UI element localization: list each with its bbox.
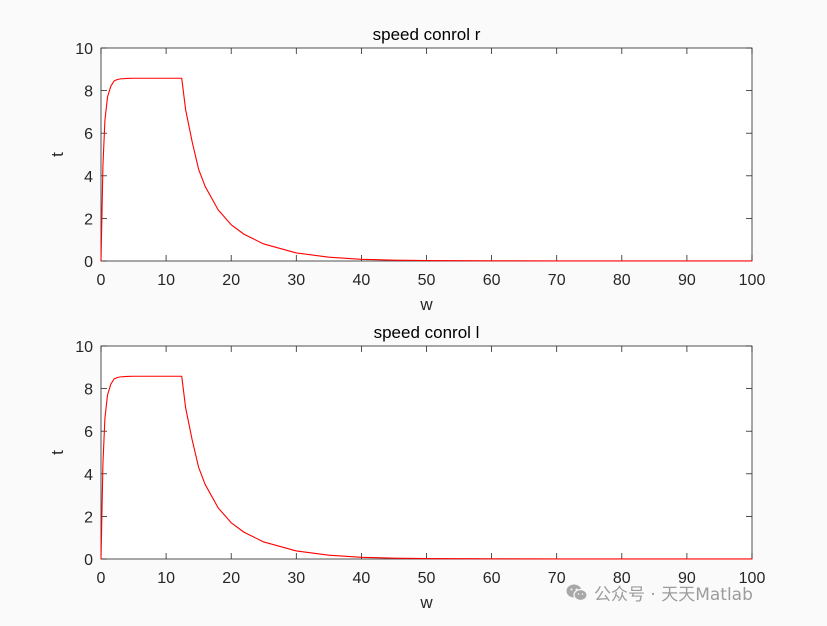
y-tick-label: 8 (84, 84, 93, 101)
x-tick-label: 0 (97, 272, 106, 289)
watermark: 公众号 · 天天Matlab (566, 580, 753, 605)
x-tick-label: 10 (157, 272, 175, 289)
x-tick-label: 40 (353, 570, 371, 587)
x-tick-label: 60 (483, 272, 501, 289)
x-tick-label: 20 (222, 570, 240, 587)
y-tick-label: 0 (84, 254, 93, 271)
x-tick-label: 50 (418, 272, 436, 289)
y-tick-label: 2 (84, 211, 93, 228)
chart-2: 0 10 20 30 40 50 60 70 80 90 100 0 2 4 6 8 10 speed conro… (48, 323, 765, 612)
y-axis-label: t (48, 152, 67, 157)
series-line-1 (100, 375, 753, 560)
plot-area (100, 345, 753, 560)
chart-title: speed conrol l (374, 323, 480, 342)
y-tick-label: 2 (84, 509, 93, 526)
y-tick-label: 0 (84, 552, 93, 569)
plot-area (100, 47, 753, 262)
x-tick-label: 30 (287, 570, 305, 587)
x-tick-label: 30 (287, 272, 305, 289)
x-axis-label: w (419, 295, 433, 314)
y-tick-label: 10 (75, 41, 93, 58)
watermark-text: 公众号 · 天天Matlab (594, 585, 753, 605)
y-axis-label: t (48, 450, 67, 455)
x-tick-label: 80 (613, 272, 631, 289)
x-tick-label: 20 (222, 272, 240, 289)
x-tick-label: 90 (678, 272, 696, 289)
wechat-icon (566, 584, 588, 601)
x-axis-label: w (419, 593, 433, 612)
x-tick-label: 80 (613, 570, 631, 587)
series-line-1 (100, 77, 753, 262)
y-tick-label: 4 (84, 169, 93, 186)
y-tick-label: 6 (84, 424, 93, 441)
x-tick-label: 50 (418, 570, 436, 587)
y-tick-label: 10 (75, 339, 93, 356)
chart-title: speed conrol r (373, 25, 481, 44)
x-tick-label: 40 (353, 272, 371, 289)
y-tick-label: 4 (84, 467, 93, 484)
y-tick-label: 8 (84, 382, 93, 399)
x-tick-label: 70 (548, 570, 566, 587)
x-tick-label: 100 (739, 272, 766, 289)
x-tick-label: 70 (548, 272, 566, 289)
x-tick-label: 100 (739, 570, 766, 587)
x-tick-label: 10 (157, 570, 175, 587)
y-tick-label: 6 (84, 126, 93, 143)
x-tick-label: 0 (97, 570, 106, 587)
x-tick-label: 90 (678, 570, 696, 587)
x-tick-label: 60 (483, 570, 501, 587)
chart-1: 0 10 20 30 40 50 60 70 80 90 100 0 2 4 6 8 10 speed conro… (48, 25, 765, 314)
